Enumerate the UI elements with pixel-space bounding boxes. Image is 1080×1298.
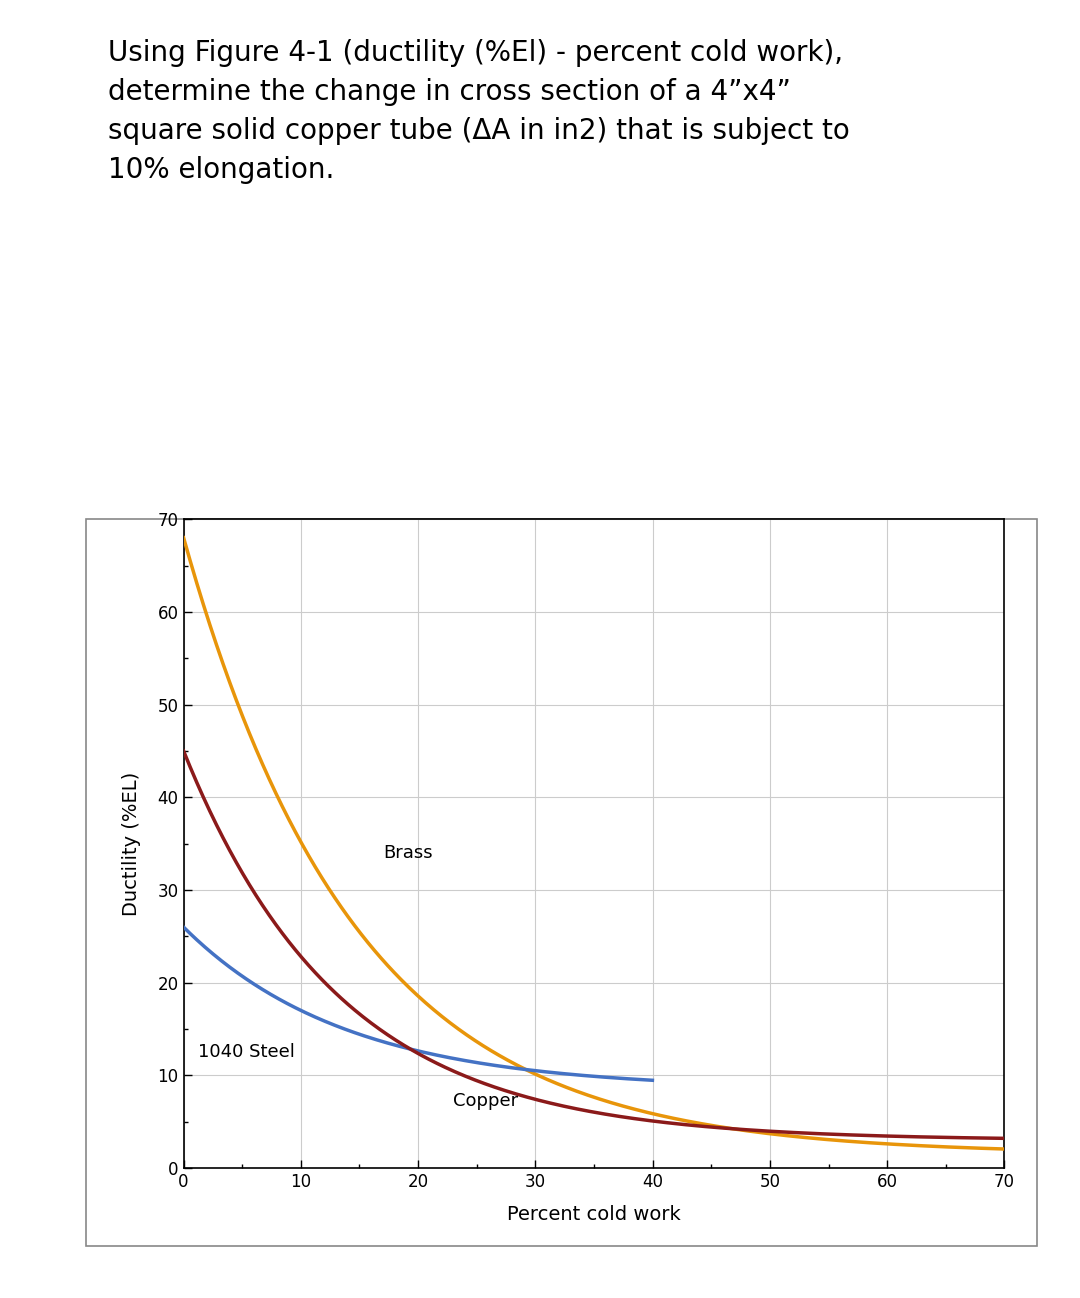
Text: Copper: Copper (454, 1093, 518, 1111)
Text: Brass: Brass (383, 844, 433, 862)
Y-axis label: Ductility (%EL): Ductility (%EL) (122, 771, 141, 916)
X-axis label: Percent cold work: Percent cold work (508, 1205, 680, 1224)
Text: Using Figure 4-1 (ductility (%El) - percent cold work),
determine the change in : Using Figure 4-1 (ductility (%El) - perc… (108, 39, 850, 184)
Text: 1040 Steel: 1040 Steel (198, 1044, 295, 1062)
